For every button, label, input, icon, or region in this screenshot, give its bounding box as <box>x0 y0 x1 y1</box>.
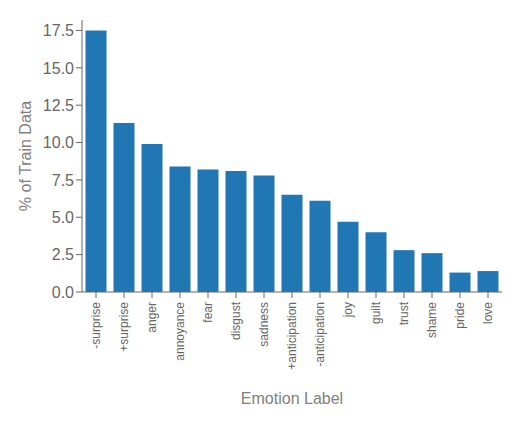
svg-text:annoyance: annoyance <box>173 302 187 361</box>
svg-text:+anticipation: +anticipation <box>285 302 299 370</box>
svg-text:7.5: 7.5 <box>52 172 74 189</box>
svg-text:-anticipation: -anticipation <box>313 302 327 367</box>
svg-text:2.5: 2.5 <box>52 246 74 263</box>
svg-text:fear: fear <box>201 302 215 323</box>
svg-text:Emotion Label: Emotion Label <box>241 390 343 407</box>
svg-text:% of Train Data: % of Train Data <box>17 101 34 211</box>
svg-text:17.5: 17.5 <box>43 22 74 39</box>
svg-text:5.0: 5.0 <box>52 209 74 226</box>
svg-text:15.0: 15.0 <box>43 60 74 77</box>
svg-text:shame: shame <box>425 302 439 338</box>
svg-text:anger: anger <box>145 302 159 333</box>
svg-text:pride: pride <box>453 302 467 329</box>
svg-text:sadness: sadness <box>257 302 271 347</box>
svg-text:-surprise: -surprise <box>89 302 103 349</box>
svg-text:12.5: 12.5 <box>43 97 74 114</box>
svg-text:trust: trust <box>397 301 411 325</box>
svg-text:joy: joy <box>341 302 355 318</box>
svg-text:0.0: 0.0 <box>52 284 74 301</box>
svg-text:guilt: guilt <box>369 301 383 324</box>
svg-text:+surprise: +surprise <box>117 302 131 352</box>
svg-text:love: love <box>481 302 495 324</box>
svg-text:10.0: 10.0 <box>43 134 74 151</box>
svg-text:disgust: disgust <box>229 301 243 340</box>
